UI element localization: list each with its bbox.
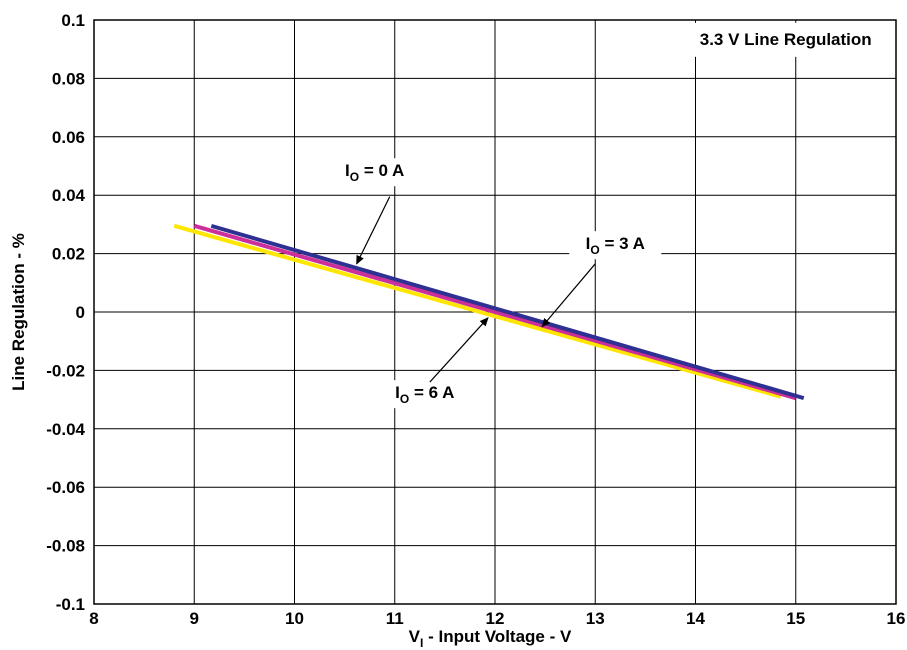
y-tick-label: 0.1 xyxy=(61,11,85,30)
annotation-label-main: I xyxy=(345,161,350,180)
x-tick-label: 10 xyxy=(285,609,304,628)
annotation-arrow xyxy=(356,196,391,265)
annotation-background xyxy=(569,231,662,260)
x-tick-label: 12 xyxy=(486,609,505,628)
annotation-arrow xyxy=(429,317,489,383)
x-tick-label: 9 xyxy=(190,609,199,628)
annotation-arrow xyxy=(541,263,596,328)
y-tick-label: -0.06 xyxy=(46,478,85,497)
y-tick-label: -0.04 xyxy=(46,420,85,439)
x-tick-label: 11 xyxy=(386,609,404,628)
x-axis-title-sub: I xyxy=(420,636,423,650)
y-axis-title: Line Regulation - % xyxy=(9,233,28,391)
series-line xyxy=(173,223,782,399)
y-tick-label: 0.08 xyxy=(52,69,85,88)
x-axis-title-rest: - Input Voltage - V xyxy=(423,627,572,646)
x-axis-title: VI - Input Voltage - V xyxy=(409,627,572,650)
annotation-label-main: I xyxy=(586,234,591,253)
y-tick-label: -0.02 xyxy=(46,361,85,380)
annotation-label: IO = 6 A xyxy=(395,383,454,406)
annotation-label: IO = 0 A xyxy=(345,161,404,184)
y-tick-label: 0.06 xyxy=(52,128,85,147)
y-tick-label: 0.04 xyxy=(52,186,86,205)
chart-title: 3.3 V Line Regulation xyxy=(700,30,872,49)
y-tick-label: -0.1 xyxy=(56,595,85,614)
annotations: IO = 0 AIO = 3 AIO = 6 A xyxy=(328,158,662,409)
plot-frame xyxy=(93,19,897,605)
annotation-label-rest: = 0 A xyxy=(359,161,404,180)
annotation-label: IO = 3 A xyxy=(586,234,645,257)
x-tick-label: 13 xyxy=(586,609,605,628)
annotation-label-rest: = 3 A xyxy=(600,234,645,253)
grid xyxy=(93,19,897,605)
x-tick-label: 8 xyxy=(89,609,98,628)
annotation-label-sub: O xyxy=(350,170,359,184)
x-tick-label: 16 xyxy=(887,609,906,628)
annotation-label-sub: O xyxy=(590,243,599,257)
x-tick-label: 14 xyxy=(686,609,705,628)
series-line xyxy=(210,223,805,401)
series-line xyxy=(193,223,797,401)
chart-title-box xyxy=(675,22,896,57)
y-tick-label: 0.02 xyxy=(52,245,85,264)
tick-labels: 8 9 10 11 12 13 14 15 16 0.1 0.08 0.06 0.04 0.02 0 -0.0… xyxy=(46,11,905,628)
annotation-label-rest: = 6 A xyxy=(409,383,454,402)
series-group xyxy=(173,223,805,401)
annotation-label-sub: O xyxy=(400,392,409,406)
x-tick-label: 15 xyxy=(786,609,805,628)
x-axis-title-main: V xyxy=(409,627,421,646)
annotation-label-main: I xyxy=(395,383,400,402)
annotation-background xyxy=(328,158,421,187)
annotation-background xyxy=(378,380,471,409)
y-tick-label: 0 xyxy=(76,303,85,322)
y-tick-label: -0.08 xyxy=(46,537,85,556)
